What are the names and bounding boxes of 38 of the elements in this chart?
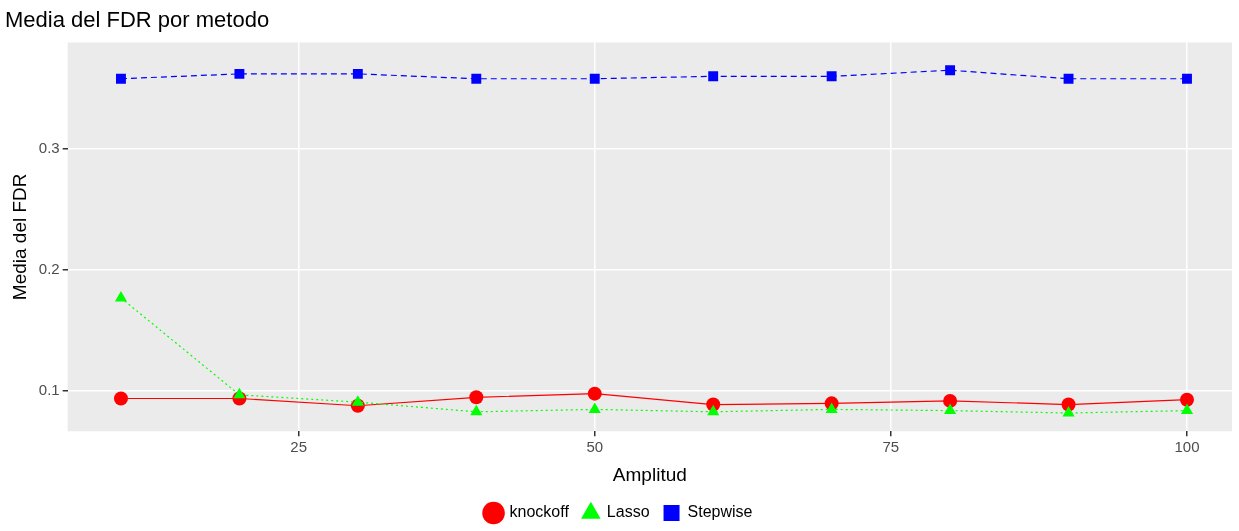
x-tick-label: 75	[882, 438, 900, 456]
point	[1180, 403, 1194, 415]
x-tick-label: 100	[1174, 438, 1200, 456]
point	[352, 68, 363, 79]
point	[707, 404, 720, 416]
point	[708, 71, 719, 82]
x-axis-title: Amplitud	[612, 463, 687, 485]
point	[116, 73, 126, 84]
point	[1063, 73, 1074, 84]
point	[944, 403, 957, 415]
point	[469, 390, 484, 405]
x-tick-label: 50	[586, 438, 604, 456]
point	[113, 391, 128, 406]
y-tick-label: 0.3	[38, 139, 60, 157]
point	[234, 68, 245, 79]
point	[588, 402, 601, 413]
point	[470, 404, 483, 416]
point	[826, 71, 837, 82]
point	[587, 386, 602, 401]
point	[1179, 392, 1194, 407]
x-tick-label: 25	[290, 438, 307, 456]
point	[589, 73, 600, 84]
y-axis-title: Media del FDR	[8, 173, 30, 301]
point	[233, 387, 246, 399]
point	[945, 65, 956, 76]
point	[471, 73, 482, 84]
point	[943, 393, 958, 408]
point	[114, 290, 128, 302]
y-tick-label: 0.2	[38, 260, 60, 278]
legend-label: Stepwise	[687, 503, 753, 521]
point	[825, 402, 838, 413]
legend-label: Lasso	[606, 503, 650, 521]
chart-title: Media del FDR por metodo	[5, 7, 270, 33]
point	[351, 395, 364, 406]
legend-label: knockoff	[509, 503, 570, 521]
y-tick-label: 0.1	[38, 381, 60, 399]
point	[1182, 73, 1192, 84]
point	[1062, 406, 1075, 417]
